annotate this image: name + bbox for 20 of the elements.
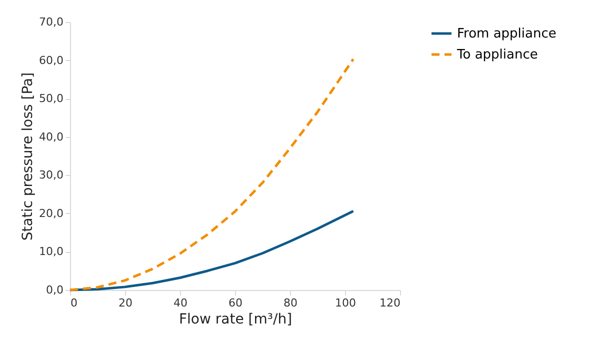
x-tick-label: 20 [118, 296, 132, 310]
x-tick-label: 100 [335, 296, 356, 310]
y-axis-title: Static pressure loss [Pa] [20, 72, 36, 241]
legend-label: To appliance [456, 48, 538, 62]
x-tick-label: 120 [380, 296, 400, 310]
line-series [68, 58, 354, 292]
y-tick-label: 20,0 [39, 206, 64, 220]
y-tick-label: 40,0 [39, 130, 64, 144]
x-tick-label: 60 [228, 296, 242, 310]
x-tick-label: 0 [70, 296, 78, 310]
x-axis-title: Flow rate [m³/h] [178, 312, 292, 328]
y-tick-label: 30,0 [39, 168, 64, 182]
y-tick-label: 0,0 [46, 284, 64, 296]
legend-label: From appliance [457, 26, 556, 42]
y-tick-label: 60,0 [39, 54, 64, 67]
y-tick-label: 50,0 [39, 92, 64, 106]
y-tick-label: 70,0 [39, 16, 64, 28]
x-tick-label: 80 [284, 296, 298, 310]
x-tick-label: 40 [174, 296, 188, 310]
y-tick-label: 10,0 [39, 245, 64, 258]
